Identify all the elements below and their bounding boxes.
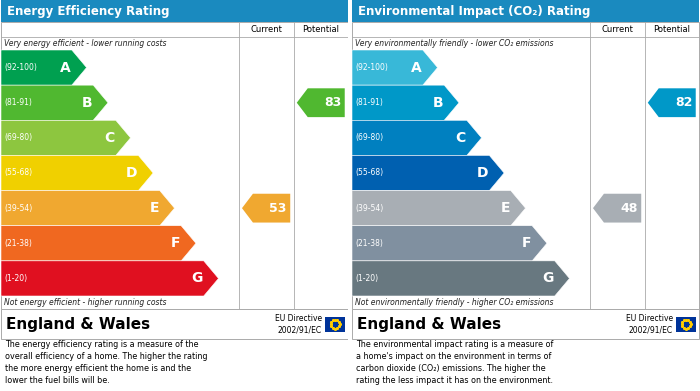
Bar <box>1 0 348 22</box>
Polygon shape <box>352 261 570 296</box>
Text: G: G <box>191 271 203 285</box>
Bar <box>352 309 699 339</box>
Text: (69-80): (69-80) <box>355 133 383 142</box>
Bar <box>325 316 345 332</box>
Text: A: A <box>411 61 422 75</box>
Text: (39-54): (39-54) <box>355 204 384 213</box>
Polygon shape <box>593 194 641 222</box>
Text: England & Wales: England & Wales <box>357 316 501 332</box>
Text: (1-20): (1-20) <box>4 274 27 283</box>
Text: (55-68): (55-68) <box>355 169 383 178</box>
Polygon shape <box>297 88 344 117</box>
Text: Not energy efficient - higher running costs: Not energy efficient - higher running co… <box>4 298 167 307</box>
Text: E: E <box>500 201 510 215</box>
Text: The environmental impact rating is a measure of
a home's impact on the environme: The environmental impact rating is a mea… <box>356 340 554 386</box>
Text: Environmental Impact (CO₂) Rating: Environmental Impact (CO₂) Rating <box>358 5 590 18</box>
Text: England & Wales: England & Wales <box>6 316 150 332</box>
Text: (1-20): (1-20) <box>355 274 378 283</box>
Text: F: F <box>522 236 531 250</box>
Polygon shape <box>1 226 196 261</box>
Text: (92-100): (92-100) <box>355 63 388 72</box>
Text: D: D <box>477 166 489 180</box>
Text: (39-54): (39-54) <box>4 204 32 213</box>
Text: Very energy efficient - lower running costs: Very energy efficient - lower running co… <box>4 39 167 48</box>
Polygon shape <box>352 50 438 85</box>
Text: (81-91): (81-91) <box>355 98 383 107</box>
Polygon shape <box>352 85 459 120</box>
Text: B: B <box>82 96 92 110</box>
Text: 53: 53 <box>270 202 287 215</box>
Text: (21-38): (21-38) <box>355 239 383 248</box>
Text: (55-68): (55-68) <box>4 169 32 178</box>
Text: D: D <box>126 166 137 180</box>
Polygon shape <box>1 190 174 226</box>
Bar <box>352 22 699 309</box>
Text: EU Directive
2002/91/EC: EU Directive 2002/91/EC <box>626 314 673 334</box>
Text: A: A <box>60 61 71 75</box>
Polygon shape <box>352 156 504 190</box>
Text: 83: 83 <box>324 96 342 109</box>
Polygon shape <box>242 194 290 222</box>
Bar <box>348 0 352 391</box>
Text: G: G <box>542 271 554 285</box>
Text: Potential: Potential <box>653 25 690 34</box>
Text: (69-80): (69-80) <box>4 133 32 142</box>
Text: E: E <box>149 201 159 215</box>
Text: (81-91): (81-91) <box>4 98 32 107</box>
Polygon shape <box>352 226 547 261</box>
Bar <box>1 309 348 339</box>
Text: EU Directive
2002/91/EC: EU Directive 2002/91/EC <box>275 314 322 334</box>
Text: Energy Efficiency Rating: Energy Efficiency Rating <box>7 5 169 18</box>
Text: (92-100): (92-100) <box>4 63 37 72</box>
Polygon shape <box>352 190 526 226</box>
Text: The energy efficiency rating is a measure of the
overall efficiency of a home. T: The energy efficiency rating is a measur… <box>5 340 207 386</box>
Polygon shape <box>352 120 482 156</box>
Bar <box>352 0 699 22</box>
Polygon shape <box>1 120 130 156</box>
Polygon shape <box>1 85 108 120</box>
Text: B: B <box>433 96 443 110</box>
Polygon shape <box>1 156 153 190</box>
Text: Very environmentally friendly - lower CO₂ emissions: Very environmentally friendly - lower CO… <box>355 39 554 48</box>
Text: Not environmentally friendly - higher CO₂ emissions: Not environmentally friendly - higher CO… <box>355 298 554 307</box>
Text: C: C <box>456 131 466 145</box>
Text: C: C <box>104 131 115 145</box>
Text: Current: Current <box>250 25 282 34</box>
Text: 82: 82 <box>675 96 692 109</box>
Bar <box>1 22 348 309</box>
Bar <box>676 316 696 332</box>
Polygon shape <box>648 88 696 117</box>
Text: 48: 48 <box>620 202 638 215</box>
Text: Current: Current <box>601 25 633 34</box>
Text: Potential: Potential <box>302 25 340 34</box>
Polygon shape <box>1 50 87 85</box>
Text: (21-38): (21-38) <box>4 239 32 248</box>
Polygon shape <box>1 261 218 296</box>
Text: F: F <box>171 236 180 250</box>
